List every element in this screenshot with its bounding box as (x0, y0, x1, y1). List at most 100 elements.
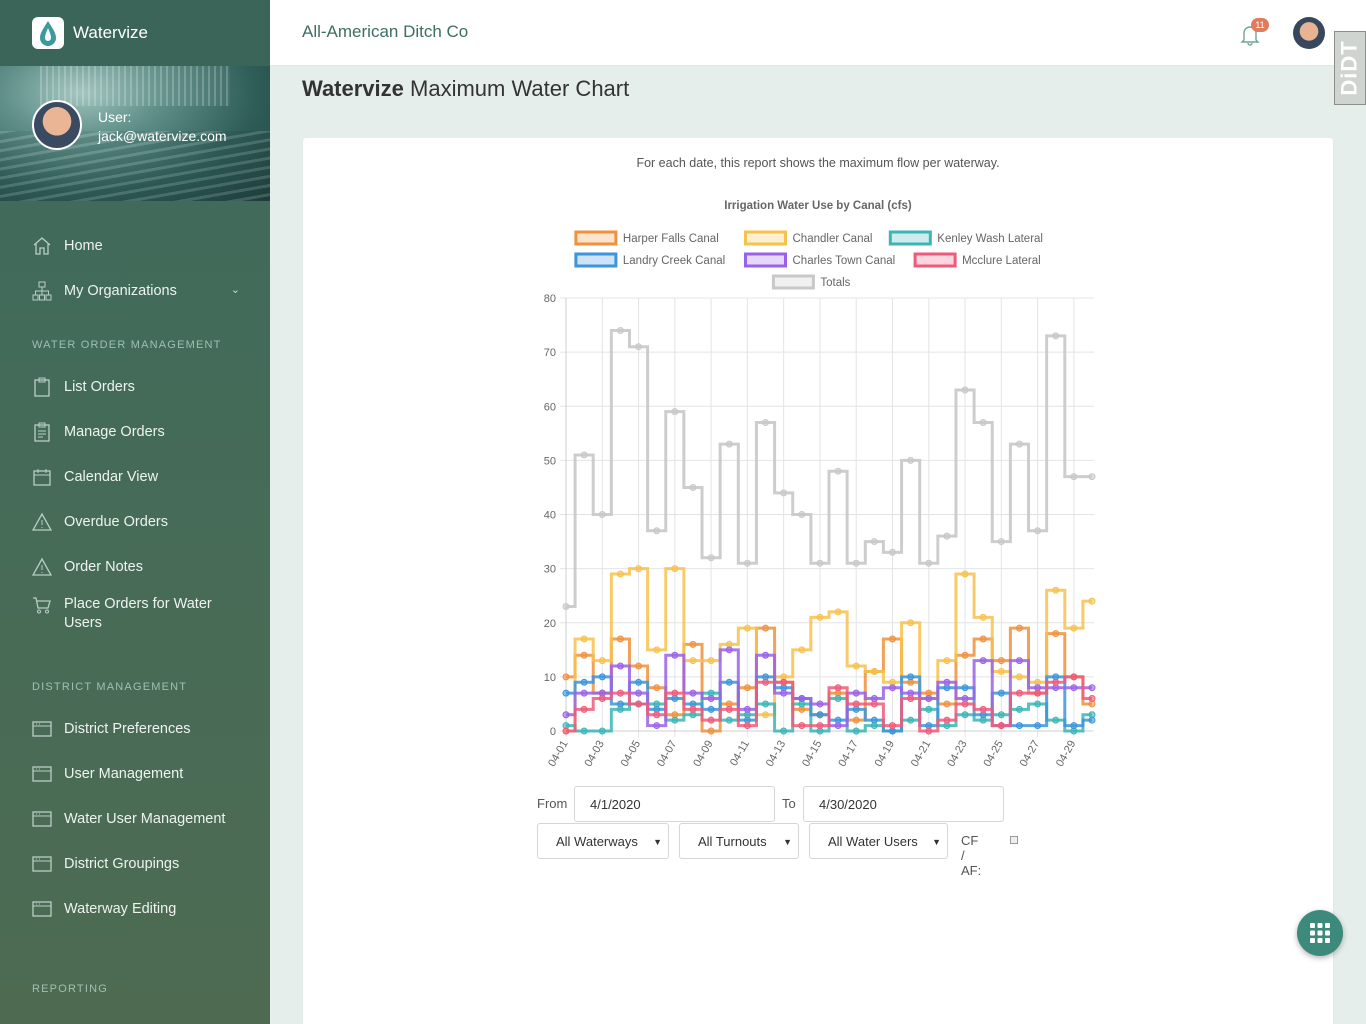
data-point (798, 695, 806, 703)
avatar[interactable] (32, 100, 82, 150)
data-point (979, 705, 987, 713)
data-point (598, 727, 606, 735)
from-label: From (537, 796, 568, 811)
data-point (616, 700, 624, 708)
data-point (1070, 684, 1078, 692)
data-point (1034, 722, 1042, 730)
data-point (616, 635, 624, 643)
sidebar-item-water-user-management[interactable]: Water User Management (0, 796, 270, 841)
data-point (961, 651, 969, 659)
data-point (635, 662, 643, 670)
data-point (689, 640, 697, 648)
chart-title: Irrigation Water Use by Canal (cfs) (724, 200, 912, 212)
x-tick-label: 04-29 (1054, 739, 1078, 769)
water-users-select[interactable]: All Water Users ▼ (809, 823, 948, 859)
section-water-order-management: WATER ORDER MANAGEMENT (32, 339, 222, 351)
data-point (1088, 597, 1096, 605)
data-point (907, 673, 915, 681)
legend-label: Kenley Wash Lateral (937, 233, 1043, 245)
notification-count-badge[interactable]: 11 (1251, 18, 1269, 32)
data-point (616, 689, 624, 697)
org-name[interactable]: All-American Ditch Co (302, 22, 469, 41)
page-title: Watervize Maximum Water Chart (302, 76, 629, 102)
page-title-rest: Maximum Water Chart (410, 76, 630, 101)
x-tick-label: 04-25 (981, 739, 1005, 769)
data-point (762, 678, 770, 686)
sidebar-item-label: Calendar View (64, 468, 159, 485)
sidebar-item-user-management[interactable]: User Management (0, 751, 270, 796)
data-point (743, 559, 751, 567)
waterways-select[interactable]: All Waterways ▼ (537, 823, 669, 859)
x-tick-label: 04-23 (945, 739, 969, 769)
data-point (870, 667, 878, 675)
waterfall-background (40, 66, 230, 106)
series-line (566, 328, 1092, 609)
data-point (1015, 624, 1023, 632)
data-point (707, 705, 715, 713)
data-point (1088, 695, 1096, 703)
data-point (762, 418, 770, 426)
data-point (1015, 673, 1023, 681)
window-icon (32, 810, 52, 827)
sidebar-item-manage-orders[interactable]: Manage Orders (0, 409, 270, 454)
data-point (888, 548, 896, 556)
data-point (979, 613, 987, 621)
sidebar-item-my-organizations[interactable]: My Organizations ⌄ (0, 268, 270, 313)
sidebar-item-label: District Preferences (64, 720, 191, 737)
data-point (598, 695, 606, 703)
home-icon (33, 236, 51, 255)
turnouts-select[interactable]: All Turnouts ▼ (679, 823, 799, 859)
turnouts-select-value: All Turnouts (698, 834, 767, 849)
data-point (653, 711, 661, 719)
chevron-down-icon[interactable]: ⌄ (230, 284, 240, 296)
apps-menu-button[interactable] (1297, 910, 1343, 956)
data-point (1052, 586, 1060, 594)
x-tick-label: 04-07 (655, 739, 679, 769)
sidebar-item-district-preferences[interactable]: District Preferences (0, 706, 270, 751)
y-tick-label: 80 (544, 293, 556, 305)
to-date-input[interactable]: 4/30/2020 (803, 786, 1004, 822)
sidebar-item-label: Water User Management (64, 810, 226, 827)
x-tick-label: 04-15 (800, 739, 824, 769)
data-point (671, 689, 679, 697)
data-point (907, 695, 915, 703)
data-point (961, 386, 969, 394)
data-point (616, 570, 624, 578)
sidebar-item-order-notes[interactable]: Order Notes (0, 544, 270, 589)
data-point (780, 489, 788, 497)
data-point (961, 684, 969, 692)
data-point (762, 624, 770, 632)
user-panel: User: jack@watervize.com (0, 66, 270, 201)
cf-af-checkbox[interactable] (1010, 836, 1018, 844)
sidebar-item-home[interactable]: Home (0, 223, 270, 268)
sidebar-item-district-groupings[interactable]: District Groupings (0, 841, 270, 886)
data-point (997, 711, 1005, 719)
data-point (1034, 527, 1042, 535)
data-point (997, 722, 1005, 730)
y-tick-label: 60 (544, 401, 556, 413)
data-point (907, 619, 915, 627)
data-point (1034, 700, 1042, 708)
data-point (798, 646, 806, 654)
data-point (907, 716, 915, 724)
sidebar-item-label: Manage Orders (64, 423, 165, 440)
sidebar-item-waterway-editing[interactable]: Waterway Editing (0, 886, 270, 931)
data-point (979, 418, 987, 426)
data-point (780, 689, 788, 697)
from-date-input[interactable]: 4/1/2020 (574, 786, 775, 822)
didt-badge[interactable]: DiDT (1334, 31, 1366, 105)
data-point (616, 662, 624, 670)
data-point (961, 570, 969, 578)
calendar-icon (33, 468, 51, 486)
report-card: For each date, this report shows the max… (303, 138, 1333, 1024)
caret-down-icon: ▼ (932, 837, 941, 847)
legend-label: Landry Creek Canal (623, 255, 725, 267)
y-tick-label: 10 (544, 672, 556, 684)
sidebar-item-calendar-view[interactable]: Calendar View (0, 454, 270, 499)
sidebar-item-place-orders[interactable]: Place Orders for Water Users (0, 589, 270, 643)
sidebar-item-overdue-orders[interactable]: Overdue Orders (0, 499, 270, 544)
avatar[interactable] (1293, 17, 1325, 49)
x-tick-label: 04-01 (546, 739, 570, 769)
sidebar-item-list-orders[interactable]: List Orders (0, 364, 270, 409)
brand[interactable]: Watervize (0, 0, 270, 66)
